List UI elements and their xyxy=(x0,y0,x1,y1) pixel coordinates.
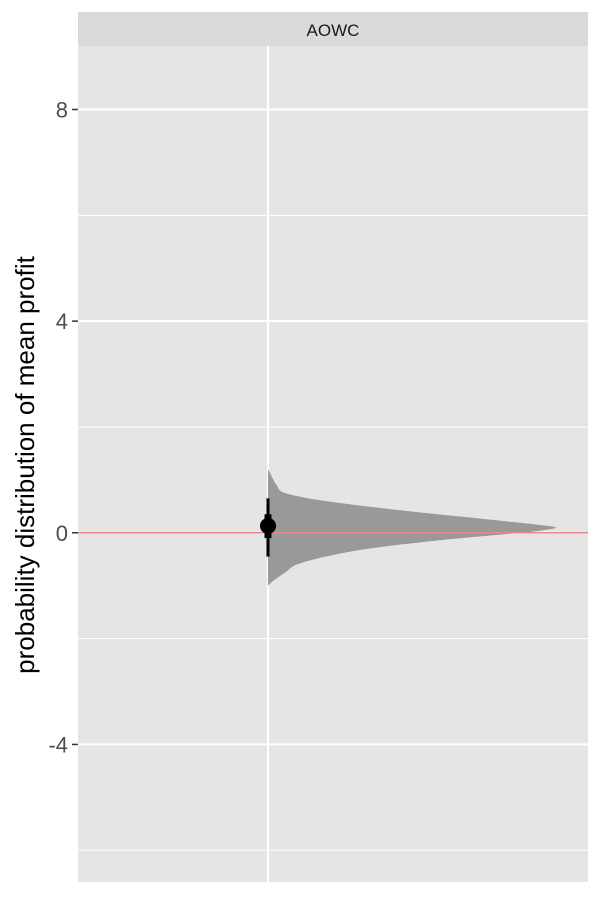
y-axis-ticks xyxy=(72,108,78,746)
y-tick-label: 0 xyxy=(56,521,68,546)
y-axis-title: probability distribution of mean profit xyxy=(10,255,40,673)
strip-background xyxy=(78,12,588,46)
minor-gridlines xyxy=(78,214,588,851)
panel-background xyxy=(78,46,588,882)
y-tick-label: 4 xyxy=(56,309,68,334)
y-axis-tick-labels: -4 0 4 8 xyxy=(48,97,68,757)
density-shape xyxy=(268,469,557,586)
facet-label: AOWC xyxy=(307,21,360,40)
y-tick-label: -4 xyxy=(48,732,68,757)
y-tick-label: 8 xyxy=(56,97,68,122)
median-point xyxy=(260,517,276,534)
